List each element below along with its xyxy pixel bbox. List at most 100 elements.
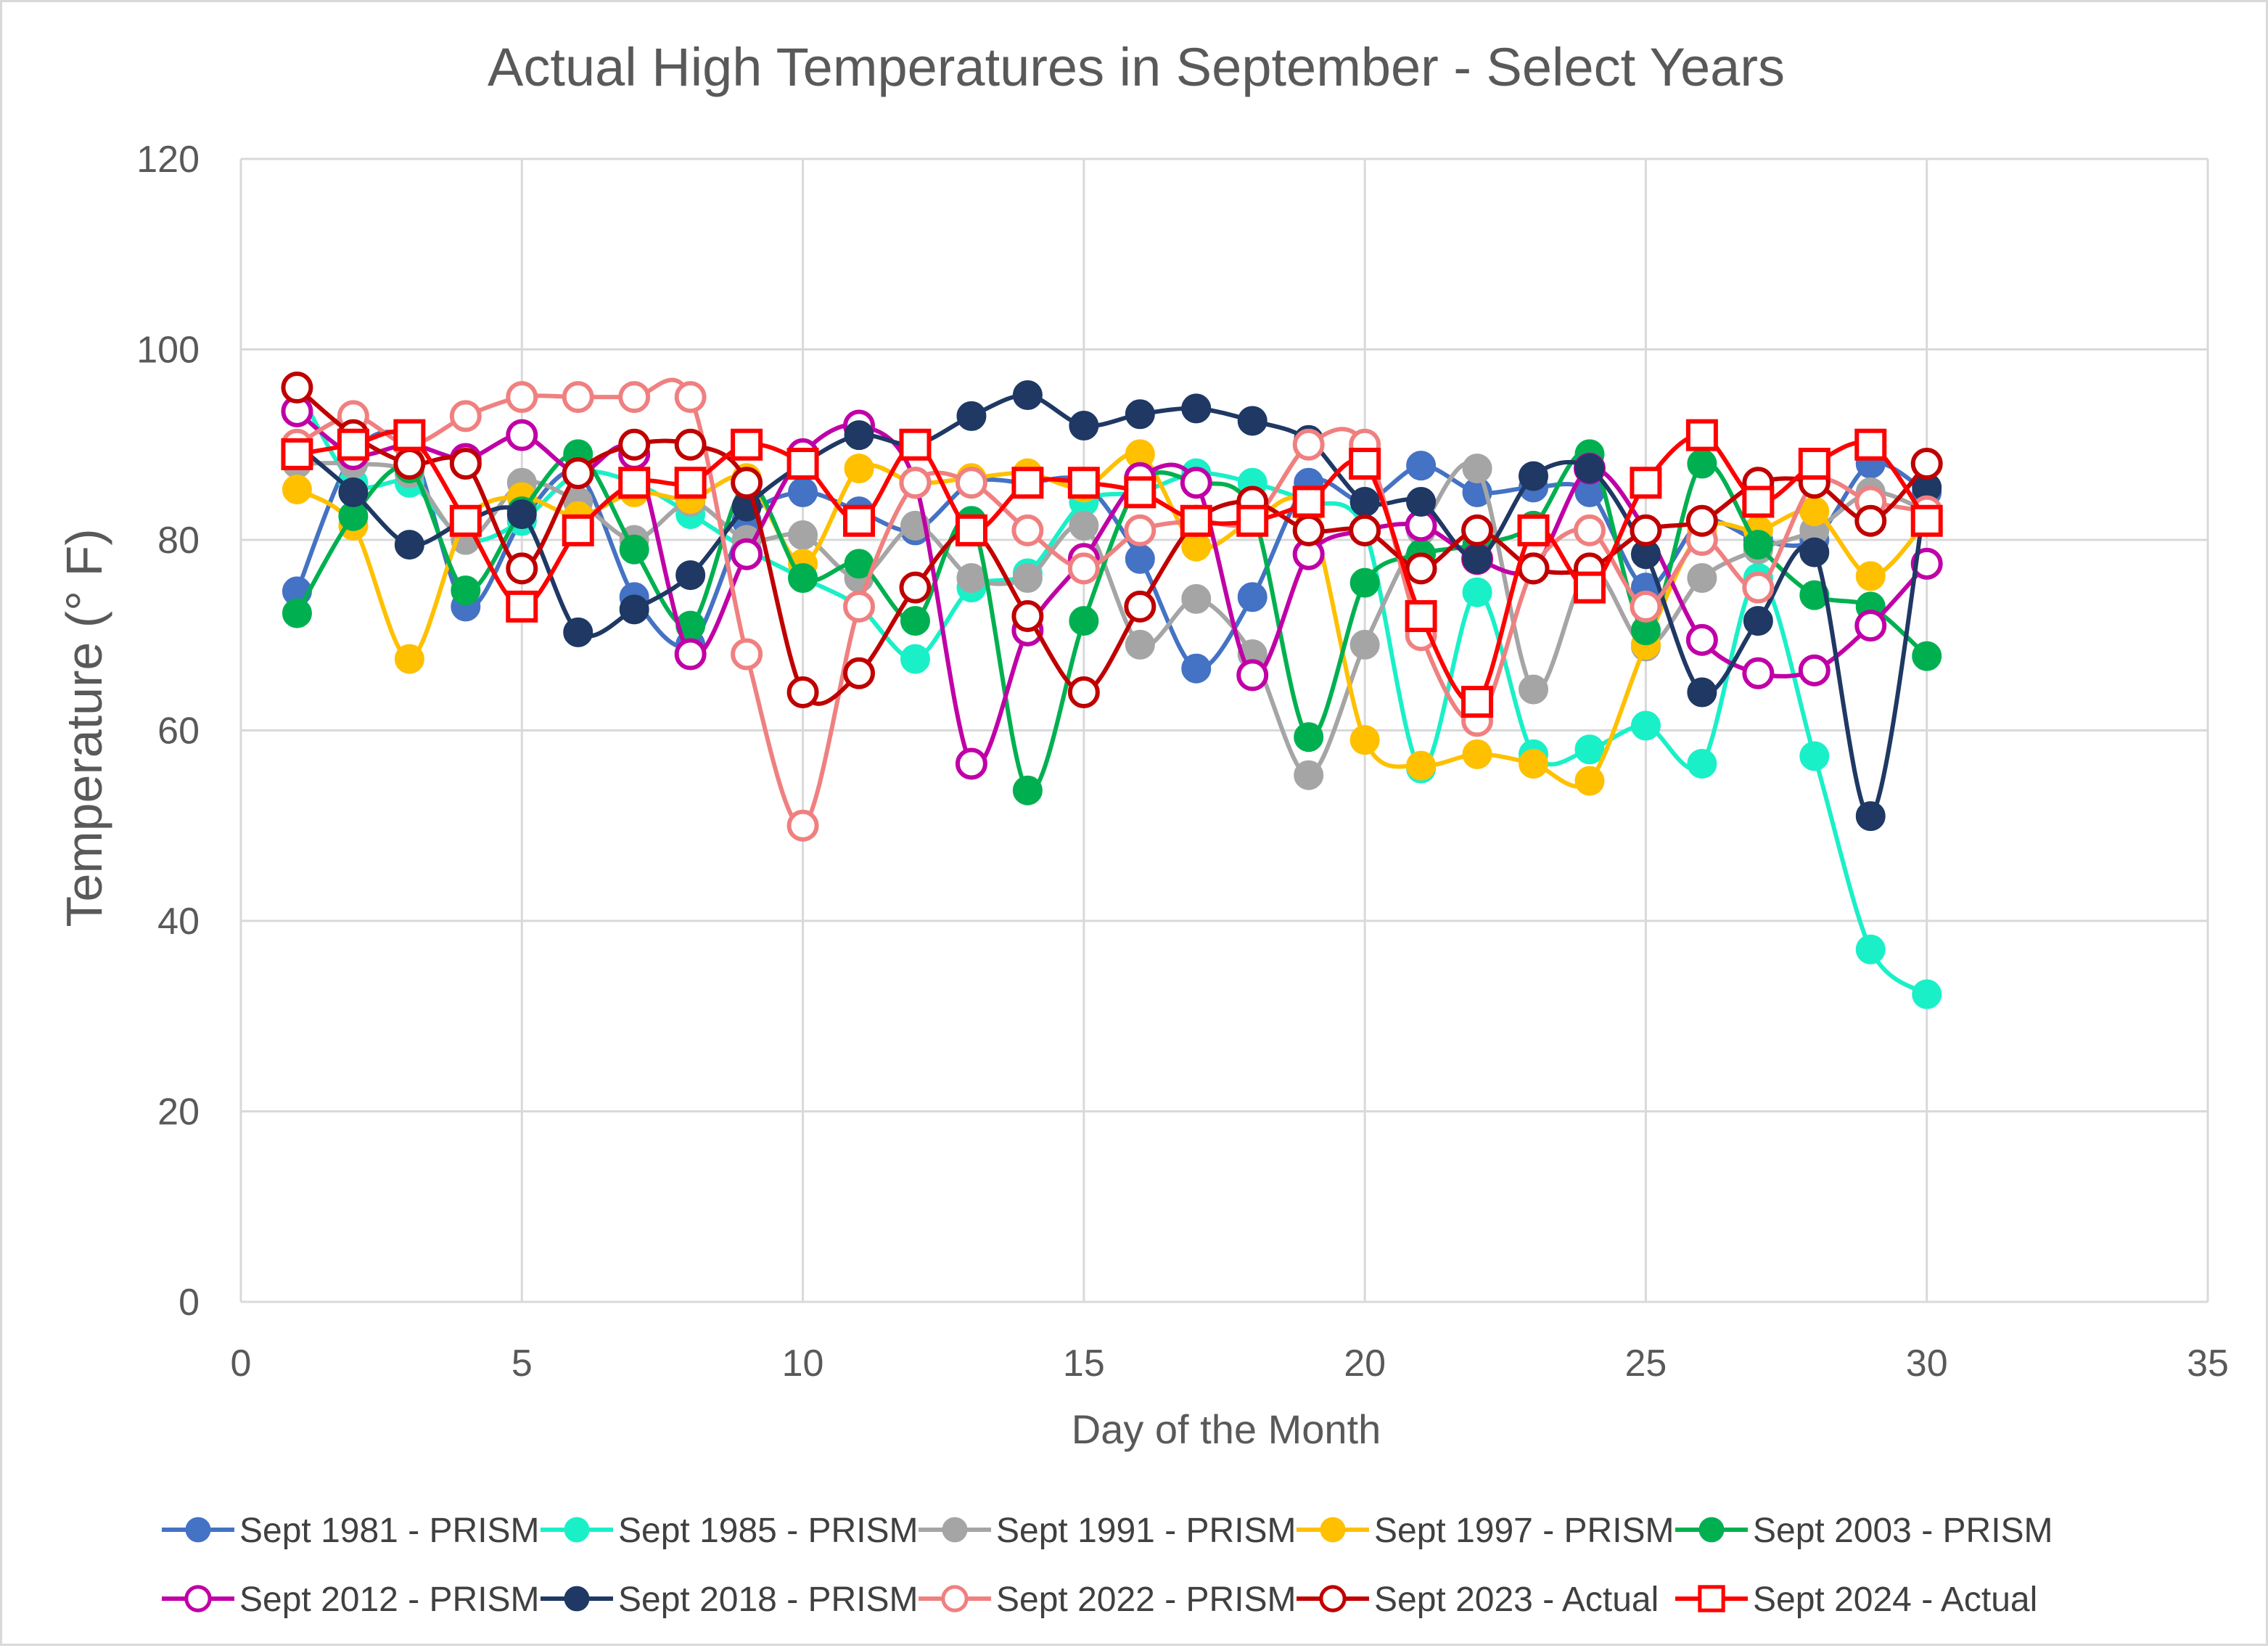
data-point	[1855, 801, 1886, 832]
data-point	[449, 448, 482, 480]
data-point	[1462, 739, 1492, 769]
data-point	[1181, 583, 1212, 614]
data-point	[1519, 674, 1549, 705]
data-point	[1854, 428, 1887, 461]
data-point	[338, 477, 369, 507]
legend-entry[interactable]: Sept 1997 - PRISM	[1297, 1512, 1675, 1550]
data-point	[1910, 547, 1943, 580]
data-point	[1405, 552, 1437, 585]
chart-title: Actual High Temperatures in September - …	[488, 37, 1785, 97]
y-tick-label: 80	[157, 520, 200, 562]
data-point	[337, 428, 369, 461]
data-point	[618, 381, 651, 414]
data-point	[1067, 552, 1100, 585]
data-point	[563, 617, 593, 647]
gridlines	[239, 157, 2209, 1303]
data-point	[1124, 514, 1156, 546]
data-point	[1462, 577, 1492, 607]
data-point	[506, 419, 538, 451]
data-point	[1012, 563, 1043, 593]
data-point	[1743, 606, 1773, 636]
series-sept-2024-actual	[281, 419, 1943, 718]
data-point	[956, 563, 987, 593]
data-point	[1573, 571, 1606, 604]
data-point	[1687, 748, 1717, 779]
data-point	[674, 467, 707, 499]
data-point	[619, 534, 649, 565]
data-point	[843, 590, 876, 623]
data-point	[1574, 766, 1605, 796]
data-point	[731, 638, 763, 671]
legend-entry[interactable]: Sept 2018 - PRISM	[541, 1581, 919, 1619]
data-point	[843, 657, 876, 689]
legend-label: Sept 2023 - Actual	[1374, 1581, 1659, 1619]
legend-entry[interactable]: Sept 2023 - Actual	[1297, 1581, 1659, 1619]
legend-swatch-marker	[942, 1517, 968, 1543]
data-point	[674, 381, 707, 414]
data-point	[955, 747, 987, 780]
data-point	[1236, 504, 1269, 537]
legend-entry[interactable]: Sept 1991 - PRISM	[919, 1512, 1297, 1550]
legend-swatch-marker	[1319, 1585, 1347, 1612]
data-point	[449, 400, 482, 433]
legend-swatch-marker	[1698, 1517, 1725, 1543]
data-point	[394, 530, 424, 560]
data-point	[786, 676, 819, 708]
data-point	[1461, 514, 1494, 546]
data-point	[1181, 653, 1212, 684]
data-point	[731, 538, 763, 570]
data-point	[281, 438, 313, 470]
data-point	[731, 467, 763, 499]
legend-label: Sept 1997 - PRISM	[1374, 1512, 1675, 1550]
legend-label: Sept 1991 - PRISM	[996, 1512, 1297, 1550]
data-point	[281, 372, 313, 403]
y-axis-title: Temperature (° F)	[56, 528, 112, 927]
y-tick-label: 100	[136, 329, 200, 372]
data-point	[1798, 448, 1831, 480]
data-point	[562, 514, 594, 546]
data-point	[1067, 676, 1100, 708]
data-point	[1685, 623, 1718, 656]
x-tick-label: 10	[782, 1342, 824, 1385]
data-point	[1406, 750, 1437, 781]
legend-entry[interactable]: Sept 2012 - PRISM	[162, 1581, 540, 1619]
data-point	[899, 428, 932, 461]
data-point	[788, 520, 818, 550]
legend-entry[interactable]: Sept 2024 - Actual	[1675, 1581, 2037, 1619]
data-point	[1687, 448, 1717, 479]
data-point	[618, 467, 651, 499]
data-point	[1124, 590, 1156, 623]
data-point	[393, 419, 426, 451]
data-point	[1798, 654, 1831, 686]
data-point	[1236, 659, 1269, 692]
data-point	[1292, 514, 1325, 546]
data-point	[1294, 722, 1324, 753]
y-tick-label: 40	[157, 901, 200, 943]
legend-entry[interactable]: Sept 1981 - PRISM	[162, 1512, 540, 1550]
data-point	[674, 428, 707, 461]
data-point	[1519, 748, 1549, 779]
data-point	[1910, 448, 1943, 480]
data-point	[1069, 606, 1099, 636]
data-point	[900, 606, 930, 636]
data-point	[1349, 487, 1380, 517]
data-point	[1799, 496, 1830, 527]
data-point	[1067, 467, 1100, 499]
data-point	[1292, 428, 1325, 461]
legend-entry[interactable]: Sept 2003 - PRISM	[1675, 1512, 2053, 1550]
series-line-sept-1997-prism	[295, 451, 1928, 789]
data-point	[1406, 487, 1437, 517]
legend-entry[interactable]: Sept 1985 - PRISM	[541, 1512, 919, 1550]
series-layer	[281, 372, 1943, 1009]
legend-swatch-marker	[184, 1585, 212, 1612]
legend[interactable]: Sept 1981 - PRISM Sept 1985 - PRISM Sept 1…	[162, 1512, 2053, 1619]
legend-swatch-marker	[941, 1585, 969, 1612]
data-point	[843, 504, 876, 537]
data-point	[844, 454, 874, 484]
legend-entry[interactable]: Sept 2022 - PRISM	[919, 1581, 1297, 1619]
data-point	[900, 644, 930, 674]
data-point	[1462, 454, 1492, 484]
data-point	[1349, 629, 1380, 660]
data-point	[1011, 600, 1044, 632]
legend-label: Sept 2024 - Actual	[1753, 1581, 2037, 1619]
